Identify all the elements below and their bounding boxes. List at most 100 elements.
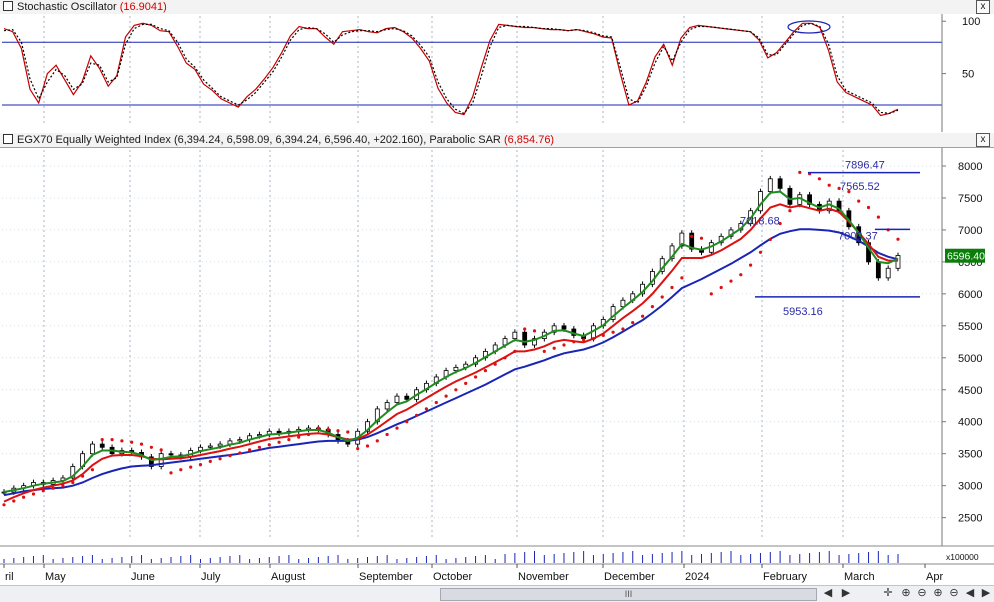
stochastic-title: Stochastic Oscillator [17,1,117,13]
sar-dot-26 [257,445,261,449]
sar-dot-33 [326,427,330,431]
sar-dot-81 [798,170,802,174]
sar-dot-41 [405,420,409,424]
sar-dot-57 [562,343,566,347]
nav-control-8[interactable]: ▶ [981,587,991,599]
main-ohlc: (6,394.24, 6,598.09, 6,394.24, 6,596.40,… [173,134,424,146]
sar-dot-5 [51,486,55,490]
nav-control-2[interactable]: ✛ [883,587,893,599]
price-candle-79 [777,178,783,189]
nav-control-4[interactable]: ⊖ [917,587,927,599]
sar-dot-12 [120,439,124,443]
overlay-name: Parabolic SAR [429,134,501,146]
sar-dot-14 [139,442,144,446]
main-header: EGX70 Equally Weighted Index (6,394.24, … [0,133,994,148]
sar-dot-11 [110,438,114,442]
month-label-2: June [131,571,155,583]
price-candle-56 [551,325,557,333]
volume-label: x100000 [946,552,979,562]
ma-blue-line [3,228,899,497]
sar-dot-8 [81,474,85,478]
sar-dot-18 [179,468,183,472]
price-tick-label-4: 6000 [958,289,982,301]
annotation-2: 7018.68 [740,216,780,228]
stochastic-signal-line [3,22,899,115]
price-candle-46 [453,366,459,371]
nav-control-6[interactable]: ⊖ [949,587,959,599]
sar-dot-43 [424,407,428,411]
main-close-button[interactable]: x [976,133,990,147]
sar-dot-39 [385,432,389,437]
sar-dot-28 [277,440,281,444]
sar-dot-77 [758,250,763,254]
price-tick-label-8: 4000 [958,417,982,429]
month-label-12: Apr [926,571,943,583]
sar-dot-80 [788,209,792,213]
sar-dot-19 [189,465,193,469]
sar-dot-21 [208,459,212,463]
price-tick-label-0: 8000 [958,161,982,173]
nav-control-3[interactable]: ⊕ [901,587,911,599]
sar-dot-42 [415,413,419,417]
scroll-thumb[interactable]: III [440,588,817,601]
price-candle-15 [148,456,154,467]
sar-dot-25 [248,448,252,452]
sar-dot-6 [61,484,65,488]
sar-dot-46 [454,388,458,392]
price-candle-26 [257,434,262,437]
sar-dot-1 [12,499,16,503]
price-candle-40 [394,395,400,403]
price-tick-label-6: 5000 [958,353,982,365]
sar-dot-91 [896,237,900,241]
price-candle-82 [807,194,812,205]
nav-control-0[interactable]: ◀ [823,587,833,599]
price-candle-78 [767,178,773,192]
sar-dot-63 [621,327,625,331]
stochastic-highlight-ellipse [787,20,831,34]
horizontal-scrollbar[interactable]: III ◀ ▶ ✛ ⊕ ⊖ ⊕ ⊖ ◀ ▶ [0,585,994,602]
sar-dot-79 [778,221,782,226]
sar-dot-10 [100,438,104,442]
last-price-tag [945,248,985,263]
main-toggle-box[interactable] [3,134,13,144]
price-candle-89 [875,261,881,279]
stochastic-close-button[interactable]: x [976,0,990,14]
sar-dot-40 [395,426,399,430]
sar-dot-84 [827,183,831,187]
sar-dot-67 [660,295,664,299]
nav-control-1[interactable]: ▶ [841,587,851,599]
nav-control-5[interactable]: ⊕ [933,587,943,599]
sar-dot-49 [483,369,487,373]
sar-dot-7 [71,480,75,485]
sar-dot-54 [532,329,537,333]
sar-dot-74 [729,279,733,283]
month-label-3: July [201,571,221,583]
sar-dot-4 [41,489,45,493]
sar-dot-53 [523,327,527,331]
price-candle-21 [207,445,213,448]
sar-dot-17 [169,471,173,475]
price-candle-9 [90,443,95,455]
price-tick-label-10: 3000 [958,481,982,493]
month-label-5: September [359,571,413,583]
sar-dot-60 [591,337,596,341]
stochastic-toggle-box[interactable] [3,1,13,11]
sar-dot-35 [346,430,350,434]
stochastic-header: Stochastic Oscillator (16.9041) x [0,0,994,15]
stochastic-line [3,22,899,117]
price-tick-label-9: 3500 [958,449,982,461]
sar-dot-70 [690,234,694,238]
sar-dot-66 [650,305,655,309]
sar-dot-50 [493,362,497,366]
sar-dot-64 [631,321,635,325]
nav-control-7[interactable]: ◀ [965,587,975,599]
annotation-4: 5953.16 [783,306,823,318]
price-candle-90 [885,267,891,279]
sar-dot-85 [837,186,841,190]
sar-dot-2 [22,495,26,499]
price-candle-70 [689,232,695,250]
month-label-9: 2024 [685,571,709,583]
price-candle-62 [610,306,616,320]
sar-dot-75 [739,273,743,277]
sar-dot-20 [198,463,203,467]
